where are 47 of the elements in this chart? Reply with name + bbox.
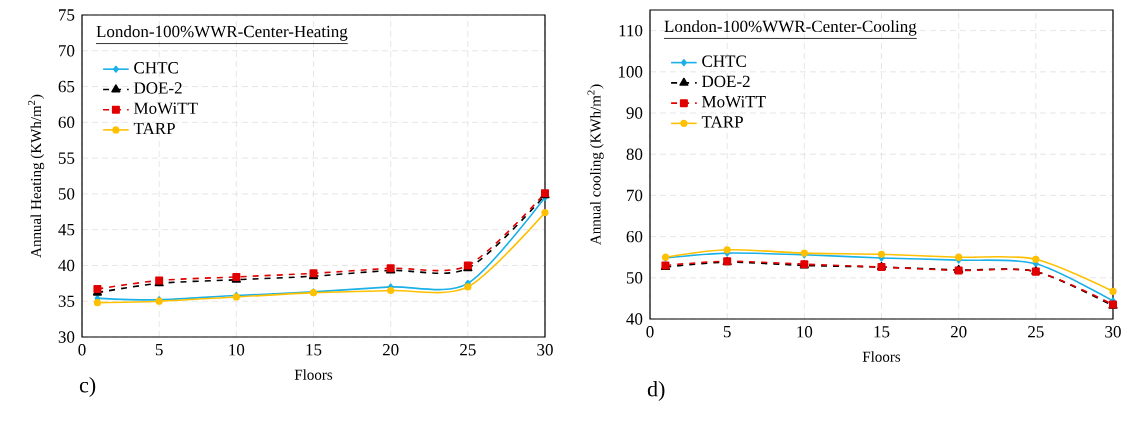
y-axis-title: Annual Heating (KWh/m$^{2}$) bbox=[27, 94, 45, 258]
text: London-100%WWR-Center-Cooling bbox=[664, 20, 917, 36]
y-tick-label: 90 bbox=[626, 107, 643, 119]
x-tick-label: 25 bbox=[460, 344, 476, 356]
text: d) bbox=[647, 381, 665, 401]
x-tick-label: 20 bbox=[950, 326, 967, 338]
x-tick-label: 0 bbox=[78, 344, 86, 356]
y-tick-label: 50 bbox=[58, 188, 75, 200]
x-tick-label: 20 bbox=[382, 344, 399, 356]
x-tick-label: 10 bbox=[229, 344, 245, 356]
legend-label: MoWiTT bbox=[702, 96, 766, 108]
legend-label: CHTC bbox=[134, 62, 178, 74]
y-tick-label: 60 bbox=[626, 230, 643, 243]
y-tick-label: 40 bbox=[58, 259, 75, 272]
x-tick-label: 15 bbox=[306, 344, 322, 356]
text: London-100%WWR-Center-Heating bbox=[96, 25, 348, 41]
text: c) bbox=[79, 377, 96, 397]
y-tick-label: 55 bbox=[58, 152, 75, 164]
x-axis-title: Floors bbox=[294, 369, 333, 380]
x-tick-label: 25 bbox=[1028, 326, 1044, 338]
x-tick-label: 30 bbox=[1105, 326, 1121, 338]
y-tick-label: 65 bbox=[58, 80, 75, 93]
x-tick-label: 0 bbox=[646, 326, 654, 338]
y-axis-title: Annual cooling (KWh/m$^{2}$) bbox=[587, 84, 604, 245]
x-tick-label: 10 bbox=[797, 326, 813, 338]
y-tick-label: 70 bbox=[59, 45, 75, 57]
legend-label: DOE-2 bbox=[134, 82, 182, 94]
x-tick-label: 30 bbox=[537, 344, 553, 356]
legend-label: MoWiTT bbox=[134, 102, 198, 115]
y-tick-label: 40 bbox=[626, 313, 643, 325]
x-tick-label: 5 bbox=[723, 326, 731, 338]
y-tick-label: 45 bbox=[58, 223, 75, 236]
x-tick-label: 5 bbox=[155, 344, 163, 356]
y-tick-label: 50 bbox=[626, 272, 643, 284]
y-tick-label: 75 bbox=[59, 9, 75, 21]
y-tick-label: 60 bbox=[58, 116, 75, 129]
x-axis-title: Floors bbox=[862, 351, 901, 362]
y-tick-label: 70 bbox=[627, 189, 643, 202]
legend-label: CHTC bbox=[702, 55, 746, 67]
legend-label: TARP bbox=[133, 122, 175, 135]
legend-label: TARP bbox=[701, 116, 743, 128]
y-tick-label: 100 bbox=[618, 66, 643, 78]
x-tick-label: 15 bbox=[874, 326, 890, 338]
y-tick-label: 110 bbox=[619, 24, 643, 37]
y-tick-label: 35 bbox=[58, 295, 75, 307]
legend-label: DOE-2 bbox=[702, 75, 750, 88]
y-tick-label: 80 bbox=[626, 148, 643, 160]
